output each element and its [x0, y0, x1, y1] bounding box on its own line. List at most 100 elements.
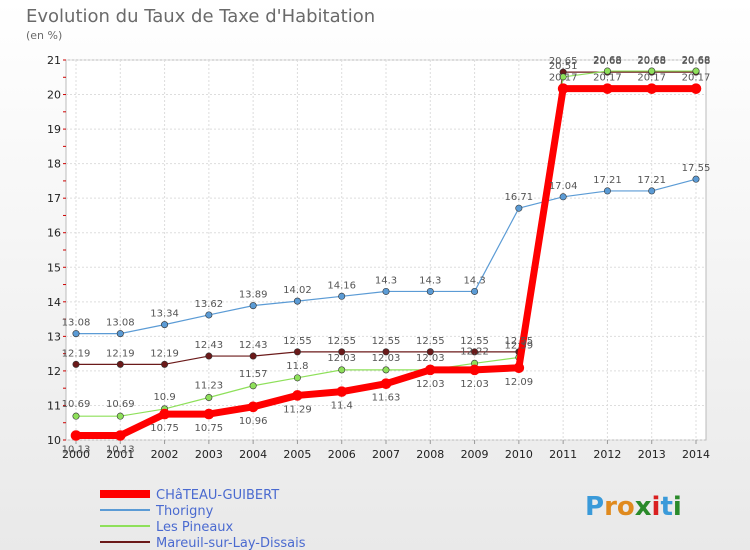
x-tick-label: 2005 — [283, 448, 311, 461]
data-point — [471, 287, 479, 295]
data-label: 10.69 — [62, 399, 91, 410]
data-label: 12.22 — [460, 346, 489, 357]
x-tick-label: 2006 — [328, 448, 356, 461]
data-point — [559, 73, 567, 81]
data-label: 14.3 — [375, 275, 397, 286]
x-tick-label: 2008 — [416, 448, 444, 461]
data-label: 12.55 — [416, 336, 445, 347]
data-point — [249, 382, 257, 390]
data-label: 10.75 — [195, 423, 224, 434]
data-label: 12.03 — [327, 353, 356, 364]
data-point — [203, 408, 215, 420]
legend-entry: CHâTEAU-GUIBERT — [156, 488, 279, 503]
data-label: 12.03 — [416, 379, 445, 390]
data-label: 20.17 — [637, 73, 666, 84]
data-label: 17.04 — [549, 181, 578, 192]
data-point — [114, 430, 126, 441]
data-point — [116, 360, 124, 368]
data-point — [293, 348, 301, 356]
y-tick-label: 21 — [47, 54, 61, 67]
legend-entry: Thorigny — [155, 504, 214, 519]
data-point — [559, 193, 567, 201]
data-point — [72, 360, 80, 368]
data-label: 12.19 — [106, 348, 135, 359]
data-label: 20.68 — [637, 56, 666, 67]
legend-entry: Mareuil-sur-Lay-Dissais — [156, 536, 306, 550]
data-label: 10.96 — [239, 416, 268, 427]
y-tick-label: 14 — [47, 296, 61, 309]
data-point — [72, 330, 80, 338]
data-label: 20.68 — [682, 55, 711, 66]
x-tick-label: 2009 — [461, 448, 489, 461]
data-point — [382, 366, 390, 374]
data-label: 12.19 — [150, 348, 179, 359]
data-label: 13.89 — [239, 290, 268, 301]
data-label: 20.68 — [637, 55, 666, 66]
data-point — [692, 175, 700, 183]
data-label: 12.55 — [460, 336, 489, 347]
data-label: 10.13 — [62, 445, 91, 456]
data-label: 10.75 — [150, 423, 179, 434]
data-point — [648, 67, 656, 75]
data-point — [513, 362, 525, 374]
series-1 — [72, 175, 700, 338]
data-label: 13.08 — [106, 318, 135, 329]
data-point — [205, 394, 213, 402]
data-point — [382, 287, 390, 295]
data-label: 12.43 — [195, 340, 224, 351]
data-point — [70, 430, 82, 441]
data-label: 20.51 — [549, 61, 578, 72]
data-point — [515, 204, 523, 212]
data-point — [205, 311, 213, 319]
y-tick-label: 15 — [47, 261, 61, 274]
series-0 — [70, 83, 702, 441]
data-label: 12.03 — [416, 353, 445, 364]
data-label: 11.8 — [286, 361, 308, 372]
data-point — [336, 386, 348, 397]
chart-unit-label: (en %) — [26, 29, 63, 42]
data-label: 11.63 — [372, 393, 401, 404]
data-point — [247, 401, 259, 413]
data-label: 12.03 — [372, 353, 401, 364]
data-label: 16.71 — [505, 192, 534, 203]
data-point — [692, 67, 700, 75]
x-tick-label: 2002 — [151, 448, 179, 461]
data-label: 14.3 — [419, 275, 441, 286]
data-point — [557, 83, 569, 94]
data-label: 11.23 — [195, 381, 224, 392]
data-point — [646, 83, 658, 94]
data-point — [690, 83, 702, 94]
data-point — [648, 187, 656, 195]
data-label: 20.68 — [593, 55, 622, 66]
data-label: 12.39 — [505, 340, 534, 351]
data-point — [293, 297, 301, 305]
data-label: 10.9 — [153, 392, 175, 403]
y-tick-label: 17 — [47, 192, 61, 205]
data-point — [602, 83, 613, 94]
data-point — [338, 366, 346, 374]
data-point — [603, 67, 611, 75]
x-tick-label: 2004 — [239, 448, 267, 461]
data-point — [603, 187, 611, 195]
x-tick-label: 2013 — [638, 448, 666, 461]
data-point — [382, 348, 390, 356]
data-point — [426, 348, 434, 356]
data-label: 12.55 — [372, 336, 401, 347]
data-point — [338, 348, 346, 356]
data-label: 12.19 — [62, 348, 91, 359]
data-label: 12.03 — [460, 379, 489, 390]
data-point — [249, 352, 257, 360]
data-point — [249, 302, 257, 310]
data-label: 20.65 — [549, 56, 578, 67]
data-label: 13.62 — [195, 299, 224, 310]
y-tick-label: 20 — [47, 89, 61, 102]
data-point — [293, 374, 301, 382]
data-label: 17.55 — [682, 163, 711, 174]
data-label: 12.55 — [505, 336, 534, 347]
data-label: 20.17 — [593, 73, 622, 84]
x-tick-label: 2012 — [593, 448, 621, 461]
y-tick-label: 16 — [47, 227, 61, 240]
x-tick-label: 2010 — [505, 448, 533, 461]
x-tick-label: 2011 — [549, 448, 577, 461]
